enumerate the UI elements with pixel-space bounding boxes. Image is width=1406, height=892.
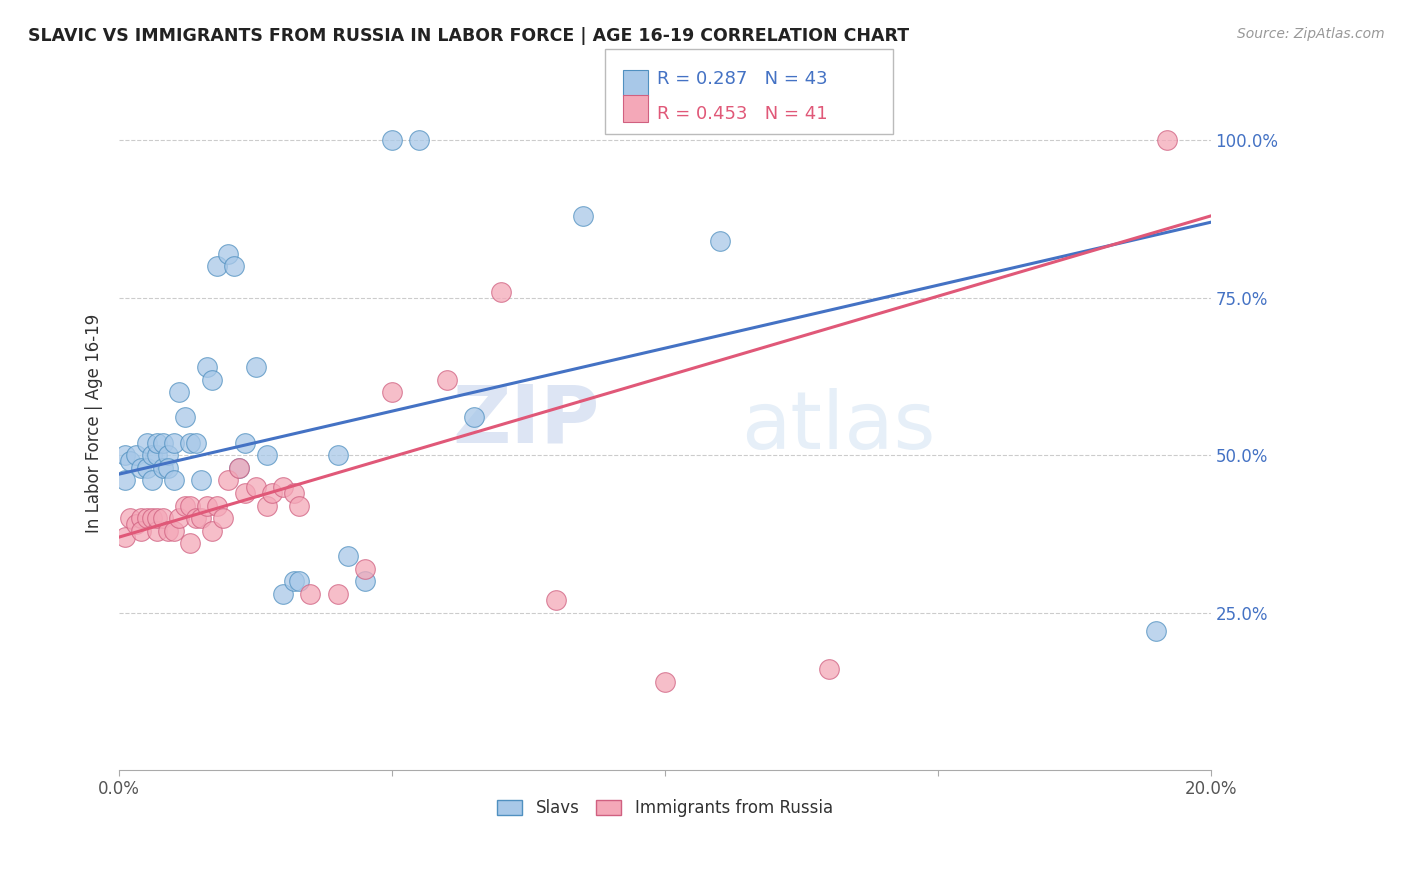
Y-axis label: In Labor Force | Age 16-19: In Labor Force | Age 16-19 (86, 314, 103, 533)
Point (491, 285, 513, 299)
Point (256, 448, 278, 462)
Point (326, 587, 349, 601)
Point (124, 517, 146, 532)
Point (184, 435, 207, 450)
Point (212, 511, 235, 525)
Point (179, 435, 201, 450)
Point (169, 385, 191, 400)
Point (163, 524, 186, 538)
Point (572, 209, 595, 223)
Text: R = 0.287   N = 43: R = 0.287 N = 43 (657, 70, 827, 87)
Point (114, 448, 136, 462)
Point (256, 499, 278, 513)
Point (135, 435, 157, 450)
Point (195, 359, 218, 374)
Point (146, 524, 169, 538)
Point (381, 385, 404, 400)
Point (381, 133, 404, 147)
Text: Source: ZipAtlas.com: Source: ZipAtlas.com (1237, 27, 1385, 41)
Point (233, 435, 256, 450)
Point (353, 561, 375, 575)
Point (173, 499, 195, 513)
Point (169, 511, 191, 525)
Point (179, 536, 201, 550)
Text: R = 0.453   N = 41: R = 0.453 N = 41 (657, 105, 827, 123)
Point (1156, 133, 1178, 147)
Point (233, 486, 256, 500)
Point (124, 448, 146, 462)
Point (157, 448, 180, 462)
Point (152, 511, 174, 525)
Point (283, 486, 305, 500)
Point (817, 662, 839, 676)
Point (217, 246, 239, 260)
Point (283, 574, 305, 588)
Point (654, 674, 676, 689)
Point (129, 460, 152, 475)
Point (184, 511, 207, 525)
Legend: Slavs, Immigrants from Russia: Slavs, Immigrants from Russia (491, 793, 839, 824)
Point (195, 499, 218, 513)
Point (463, 410, 485, 425)
Point (163, 474, 186, 488)
Point (135, 511, 157, 525)
Point (135, 460, 157, 475)
Point (201, 524, 224, 538)
Point (217, 474, 239, 488)
Point (141, 448, 163, 462)
Point (201, 373, 224, 387)
Point (245, 480, 267, 494)
Point (152, 435, 174, 450)
Point (326, 448, 349, 462)
Text: SLAVIC VS IMMIGRANTS FROM RUSSIA IN LABOR FORCE | AGE 16-19 CORRELATION CHART: SLAVIC VS IMMIGRANTS FROM RUSSIA IN LABO… (28, 27, 910, 45)
Point (222, 260, 245, 274)
Point (146, 448, 169, 462)
Point (271, 587, 294, 601)
Point (337, 549, 360, 563)
Point (173, 410, 195, 425)
Point (129, 511, 152, 525)
Point (709, 234, 731, 248)
Text: atlas: atlas (741, 388, 936, 467)
Point (157, 524, 180, 538)
Point (271, 480, 294, 494)
Point (157, 460, 180, 475)
Point (408, 133, 430, 147)
Point (353, 574, 375, 588)
Point (141, 511, 163, 525)
Point (299, 587, 322, 601)
Text: ZIP: ZIP (453, 381, 599, 459)
Point (114, 530, 136, 544)
Point (146, 435, 169, 450)
Point (129, 524, 152, 538)
Point (228, 460, 250, 475)
Point (207, 499, 229, 513)
Point (207, 260, 229, 274)
Point (146, 511, 169, 525)
Point (245, 359, 267, 374)
Point (228, 460, 250, 475)
Point (179, 499, 201, 513)
Point (288, 574, 311, 588)
Point (141, 474, 163, 488)
Point (120, 454, 142, 468)
Point (436, 373, 458, 387)
Point (1144, 624, 1167, 639)
Point (163, 435, 186, 450)
Point (544, 593, 567, 607)
Point (152, 460, 174, 475)
Point (288, 499, 311, 513)
Point (120, 511, 142, 525)
Point (190, 474, 212, 488)
Point (114, 474, 136, 488)
Point (262, 486, 284, 500)
Point (190, 511, 212, 525)
